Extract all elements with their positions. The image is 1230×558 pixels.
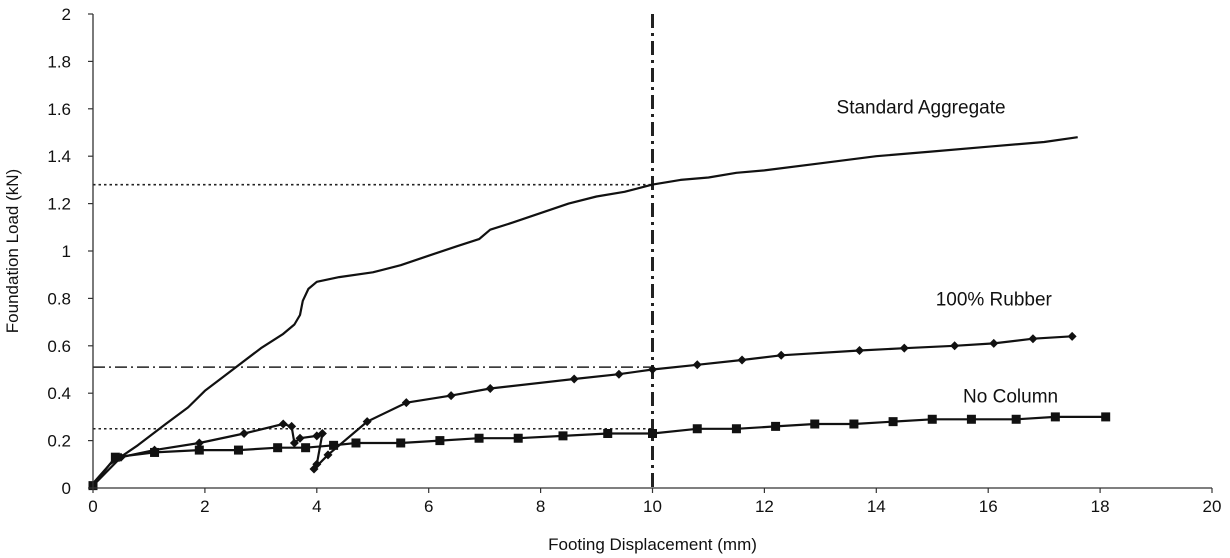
data-point-square	[731, 424, 741, 434]
data-point-square	[150, 447, 160, 457]
data-point-square	[888, 417, 898, 427]
x-tick-label: 2	[200, 497, 209, 516]
data-point-diamond	[278, 419, 288, 429]
data-point-square	[194, 445, 204, 455]
x-tick-label: 4	[312, 497, 321, 516]
x-tick-label: 20	[1203, 497, 1222, 516]
y-tick-label: 2	[62, 5, 71, 24]
y-tick-label: 1.4	[47, 147, 71, 166]
series-line	[92, 335, 1073, 487]
data-point-square	[474, 433, 484, 443]
data-point-square	[966, 414, 976, 424]
data-point-diamond	[317, 428, 327, 438]
reference-lines	[93, 14, 654, 488]
data-point-square	[110, 452, 120, 462]
series-label: 100% Rubber	[936, 290, 1053, 311]
data-point-square	[927, 414, 937, 424]
data-point-diamond	[194, 438, 204, 448]
labels: Standard Aggregate 100% Rubber No Column	[837, 98, 1059, 408]
series-label: Standard Aggregate	[837, 98, 1006, 119]
series-layer	[88, 136, 1111, 491]
series-100-rubber	[88, 331, 1077, 491]
data-point-diamond	[648, 365, 657, 374]
y-tick-label: 1.8	[47, 52, 71, 71]
y-tick-label: 0.8	[47, 289, 71, 308]
x-tick-label: 12	[755, 497, 774, 516]
data-point-square	[396, 438, 406, 448]
data-point-square	[603, 428, 613, 438]
x-tick-label: 18	[1091, 497, 1110, 516]
data-point-square	[513, 433, 523, 443]
data-point-square	[648, 428, 657, 438]
data-point-diamond	[776, 350, 786, 360]
data-point-diamond	[362, 417, 372, 427]
data-point-square	[351, 438, 361, 448]
series-standard-aggregate	[92, 136, 1078, 485]
x-tick-label: 10	[643, 497, 662, 516]
data-point-square	[233, 445, 243, 455]
data-point-diamond	[1067, 331, 1077, 341]
y-tick-label: 1	[62, 242, 71, 261]
x-tick-label: 6	[424, 497, 433, 516]
series-line	[92, 415, 1106, 487]
x-tick-label: 8	[536, 497, 545, 516]
y-tick-label: 0	[62, 479, 71, 498]
data-point-diamond	[401, 398, 411, 408]
data-point-diamond	[737, 355, 747, 365]
data-point-diamond	[295, 433, 305, 443]
data-point-diamond	[446, 391, 456, 401]
data-point-diamond	[950, 341, 960, 351]
y-tick-label: 0.2	[47, 432, 71, 451]
data-point-diamond	[989, 338, 999, 348]
y-tick-label: 0.4	[47, 384, 71, 403]
data-point-square	[1101, 412, 1111, 422]
data-point-square	[1011, 414, 1021, 424]
y-tick-label: 0.6	[47, 337, 71, 356]
x-tick-label: 16	[979, 497, 998, 516]
data-point-diamond	[239, 428, 249, 438]
data-point-square	[1050, 412, 1060, 422]
data-point-diamond	[287, 421, 297, 431]
data-point-square	[810, 419, 820, 429]
y-tick-label: 1.2	[47, 195, 71, 214]
axes: 0 2 4 6 8 10 12 14 16 18 20 0 0.2 0.4 0.6 0.8 1 1.2 1.4 1.6…	[47, 5, 1221, 516]
data-point-diamond	[569, 374, 579, 384]
series-label: No Column	[963, 387, 1058, 408]
x-tick-label: 0	[88, 497, 97, 516]
series-line	[92, 136, 1078, 485]
data-point-square	[329, 440, 339, 450]
data-point-diamond	[485, 383, 495, 393]
data-point-square	[273, 443, 283, 453]
data-point-diamond	[692, 360, 702, 370]
data-point-diamond	[323, 450, 333, 460]
data-point-diamond	[309, 464, 319, 474]
x-axis-title: Footing Displacement (mm)	[548, 535, 757, 554]
data-point-diamond	[899, 343, 909, 353]
data-point-square	[301, 443, 311, 453]
x-tick-label: 14	[867, 497, 886, 516]
y-axis-title: Foundation Load (kN)	[3, 169, 22, 333]
data-point-diamond	[289, 438, 299, 448]
data-point-diamond	[855, 346, 865, 356]
data-point-square	[558, 431, 568, 441]
series-no-column	[88, 412, 1111, 491]
data-point-square	[692, 424, 702, 434]
y-tick-label: 1.6	[47, 100, 71, 119]
data-point-diamond	[1028, 334, 1038, 344]
data-point-diamond	[614, 369, 624, 379]
data-point-square	[849, 419, 859, 429]
data-point-square	[435, 436, 445, 446]
data-point-square	[771, 421, 781, 431]
